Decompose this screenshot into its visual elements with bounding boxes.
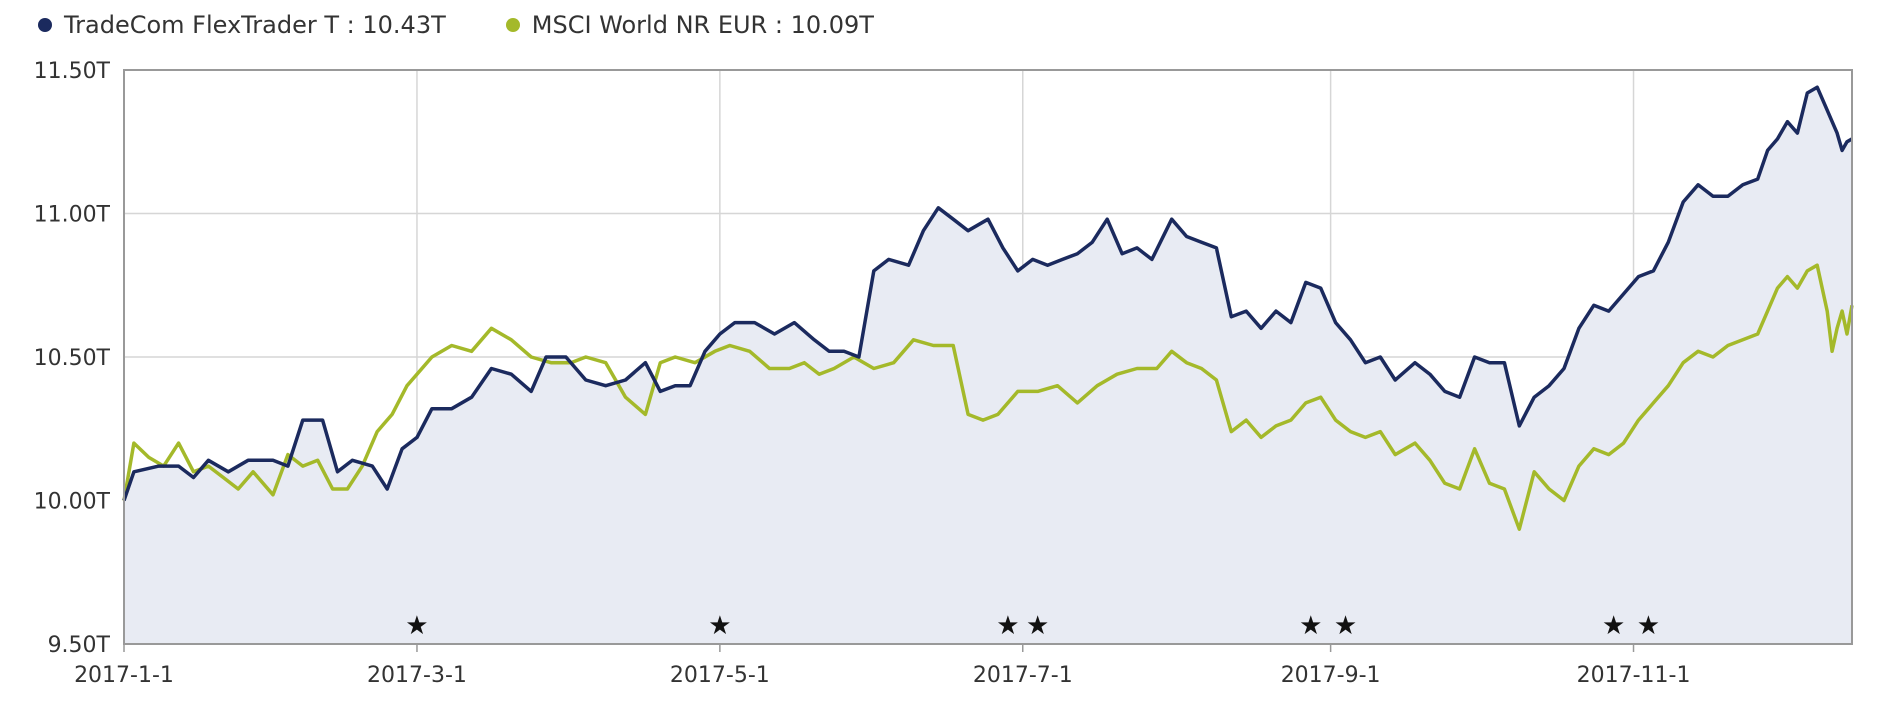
legend-label-tradecom: TradeCom FlexTrader T : 10.43T [64, 11, 446, 39]
y-tick-label: 11.50T [34, 59, 111, 84]
star-marker[interactable]: ★ [708, 611, 731, 641]
star-marker[interactable]: ★ [1334, 611, 1357, 641]
star-marker[interactable]: ★ [1299, 611, 1322, 641]
y-tick-label: 10.50T [34, 346, 111, 371]
star-marker[interactable]: ★ [1026, 611, 1049, 641]
star-marker[interactable]: ★ [405, 611, 428, 641]
series-line-msci[interactable] [122, 263, 1854, 531]
series-lines [122, 85, 1854, 531]
star-marker[interactable]: ★ [1602, 611, 1625, 641]
y-tick-label: 9.50T [48, 633, 111, 658]
x-tick-label: 2017-5-1 [670, 663, 770, 688]
legend-dot-msci [505, 18, 520, 32]
x-tick-label: 2017-3-1 [367, 663, 467, 688]
series-line-tradecom[interactable] [122, 85, 1853, 502]
series-area-0 [124, 87, 1852, 644]
star-marker[interactable]: ★ [996, 611, 1019, 641]
y-tick-label: 11.00T [34, 203, 111, 228]
x-tick-label: 2017-7-1 [973, 663, 1073, 688]
legend-item-msci[interactable]: MSCI World NR EUR : 10.09T [505, 11, 874, 39]
x-tick-label: 2017-11-1 [1577, 663, 1691, 688]
star-marker[interactable]: ★ [1637, 611, 1660, 641]
x-tick-label: 2017-1-1 [74, 663, 174, 688]
legend-item-tradecom[interactable]: TradeCom FlexTrader T : 10.43T [38, 11, 446, 39]
y-tick-label: 10.00T [34, 490, 111, 515]
area-fill [124, 87, 1852, 644]
plot-border [123, 69, 1853, 645]
x-tick-label: 2017-9-1 [1281, 663, 1381, 688]
event-markers: ★ ★ ★ ★ ★ ★ ★ ★ [405, 611, 1660, 641]
legend: TradeCom FlexTrader T : 10.43T MSCI Worl… [38, 8, 874, 42]
legend-dot-tradecom [38, 18, 52, 32]
legend-label-msci: MSCI World NR EUR : 10.09T [531, 11, 874, 39]
x-axis: 2017-1-1 2017-3-1 2017-5-1 2017-7-1 2017-9-1… [74, 644, 1690, 688]
y-axis: 9.50T 10.00T 10.50T 11.00T 11.50T [34, 59, 111, 658]
